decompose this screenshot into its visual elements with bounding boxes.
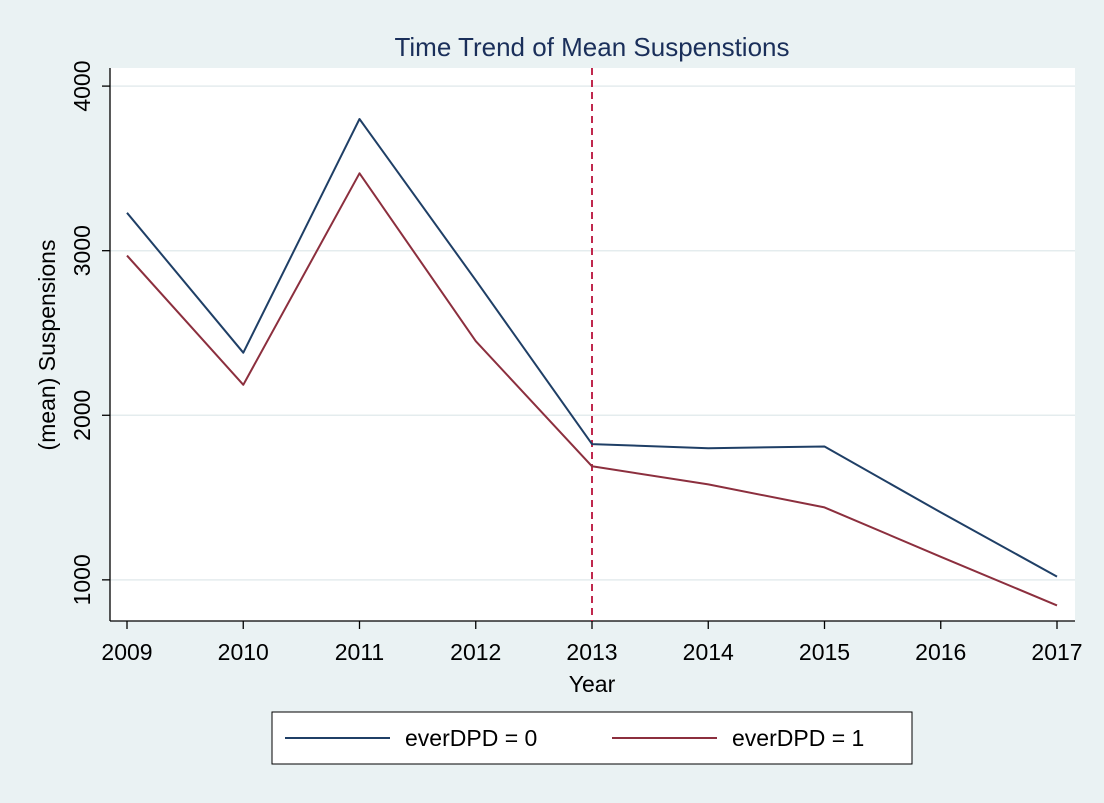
x-tick-label-8: 2017 [1031, 639, 1082, 665]
x-axis-title: Year [569, 671, 616, 697]
legend-label-series-1: everDPD = 1 [732, 725, 864, 751]
x-tick-label-7: 2016 [915, 639, 966, 665]
y-tick-label-1: 2000 [69, 390, 95, 441]
x-tick-label-1: 2010 [218, 639, 269, 665]
x-tick-label-4: 2013 [566, 639, 617, 665]
series-line-1 [126, 172, 1058, 607]
legend-label-series-0: everDPD = 0 [405, 725, 537, 751]
x-tick-label-5: 2014 [683, 639, 734, 665]
series-line-0 [126, 118, 1058, 578]
x-tick-label-3: 2012 [450, 639, 501, 665]
series-lines [126, 118, 1058, 607]
chart-title: Time Trend of Mean Suspenstions [394, 32, 789, 62]
legend: everDPD = 0 everDPD = 1 [271, 711, 913, 765]
x-tick-label-0: 2009 [101, 639, 152, 665]
y-tick-label-0: 1000 [69, 554, 95, 605]
x-axis-ticks: 2009 2010 2011 2012 2013 2014 2015 2016 2017 [101, 621, 1083, 665]
x-tick-label-2: 2011 [335, 639, 384, 665]
y-tick-label-2: 3000 [69, 225, 95, 276]
y-axis-title: (mean) Suspensions [34, 240, 60, 451]
y-tick-label-3: 4000 [69, 61, 95, 112]
y-axis-ticks: 1000 2000 3000 4000 [69, 61, 110, 605]
x-tick-label-6: 2015 [799, 639, 850, 665]
